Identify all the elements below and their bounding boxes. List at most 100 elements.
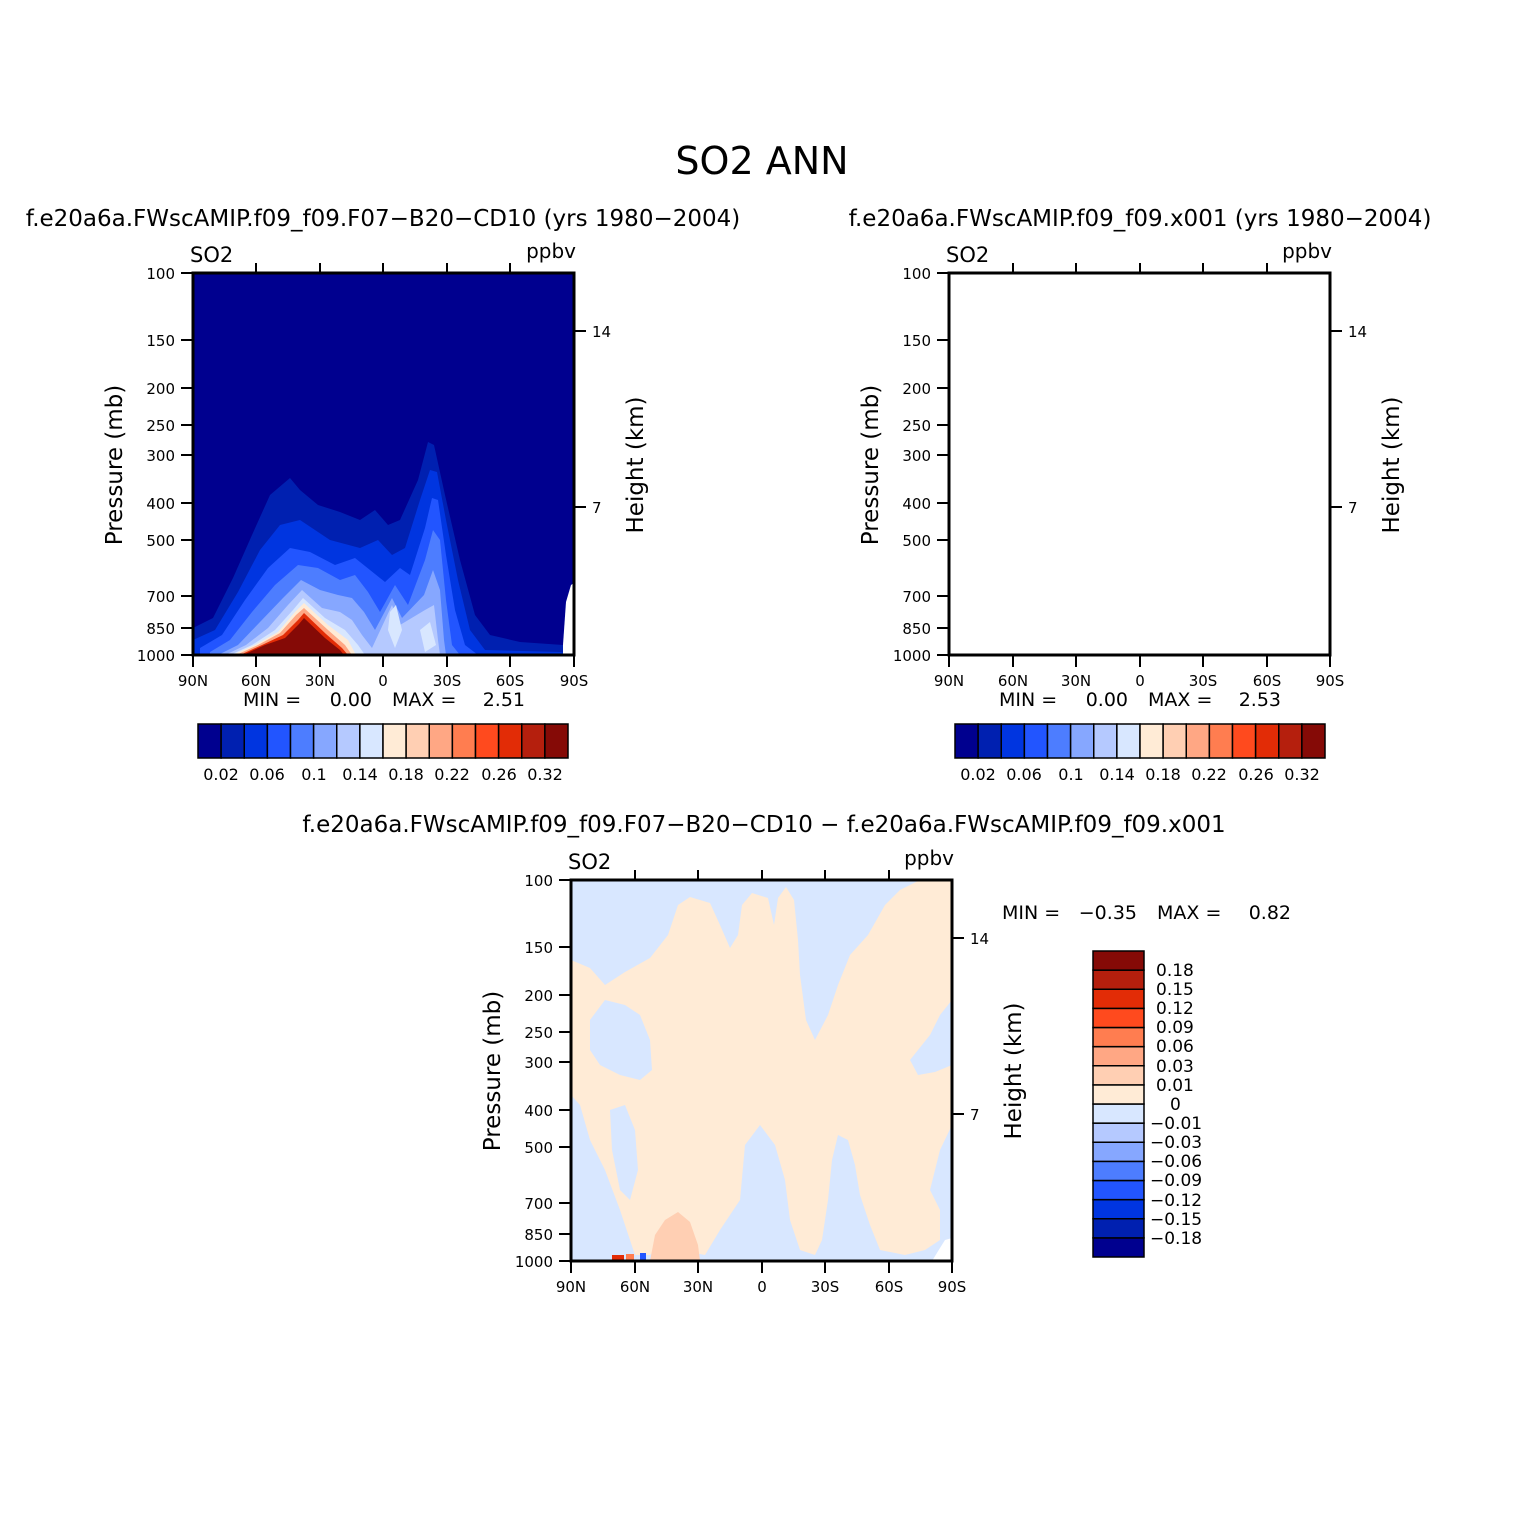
colorbar-label: −0.18: [1150, 1229, 1202, 1249]
stats-line: MIN = −0.35 MAX = 0.82: [1002, 902, 1291, 924]
panel-title: f.e20a6a.FWscAMIP.f09_f09.F07−B20−CD10 −…: [302, 812, 1225, 838]
positive-region: [571, 880, 952, 1255]
y-tick-label: 1000: [893, 647, 931, 665]
y-tick-label: 100: [146, 265, 175, 283]
y-tick-label: 700: [146, 588, 175, 606]
colorbar-swatch: [1092, 1045, 1145, 1067]
colorbar-swatch: [359, 723, 384, 759]
colorbar-labels: 0.18 0.15 0.12 0.09 0.06 0.03 0.01 0 −0.…: [1150, 961, 1202, 1249]
colorbar: [1092, 950, 1145, 1258]
colorbar-swatch: [405, 723, 430, 759]
y2-axis: 14 7: [952, 930, 989, 1124]
colorbar-label: −0.06: [1150, 1152, 1202, 1172]
y-tick-label: 200: [146, 380, 175, 398]
y-axis-ticks: [559, 879, 571, 1262]
colorbar-label: 0.32: [527, 765, 563, 784]
y-tick-label: 700: [524, 1195, 553, 1213]
colorbar-label: 0.26: [481, 765, 517, 784]
positive-blob: [650, 1212, 700, 1261]
x-axis-ticks: [192, 263, 575, 667]
contour-field: [949, 273, 1330, 655]
colorbar-label: 0.26: [1238, 765, 1274, 784]
y-tick-label: 200: [524, 987, 553, 1005]
colorbar-swatch: [1092, 1007, 1145, 1029]
panel-test-case: f.e20a6a.FWscAMIP.f09_f09.F07−B20−CD10 (…: [26, 206, 740, 784]
contour-level-1: [949, 442, 1330, 655]
min-label: MIN =: [1002, 902, 1060, 924]
colorbar-label: −0.01: [1150, 1114, 1202, 1134]
y-tick-label: 400: [524, 1102, 553, 1120]
x-tick-label: 60N: [998, 672, 1028, 690]
colorbar-swatch: [1092, 1237, 1145, 1258]
y2-tick-label: 14: [592, 323, 611, 341]
colorbar-swatch: [1092, 1122, 1145, 1143]
y-tick-label: 100: [902, 265, 931, 283]
contour-level-2: [949, 470, 1330, 655]
max-value: 2.53: [1239, 689, 1281, 711]
contour-level-11: [999, 618, 1100, 655]
colorbar-swatch: [1116, 723, 1141, 759]
panel-title: f.e20a6a.FWscAMIP.f09_f09.F07−B20−CD10 (…: [26, 206, 740, 232]
x-tick-label: 30N: [305, 672, 335, 690]
contour-level-11: [243, 618, 344, 655]
colorbar-swatch: [1092, 1065, 1145, 1086]
stats-line: MIN = 0.00 MAX = 2.51: [243, 689, 525, 711]
contour-level-6: [981, 590, 1196, 655]
colorbar-label: 0.02: [960, 765, 996, 784]
max-value: 2.51: [483, 689, 525, 711]
colorbar-swatch: [1139, 723, 1164, 759]
contour-level-4: [966, 530, 1216, 655]
y-tick-label: 300: [524, 1054, 553, 1072]
y-tick-label: 150: [524, 939, 553, 957]
colorbar-swatch: [1092, 1026, 1145, 1048]
min-label: MIN =: [243, 689, 301, 711]
colorbar-swatch: [1092, 969, 1145, 990]
y-tick-label: 250: [146, 417, 175, 435]
colorbar-label: 0.02: [203, 765, 239, 784]
negative-wedge: [590, 1000, 652, 1080]
y-tick-label: 850: [146, 620, 175, 638]
y-tick-label: 850: [902, 620, 931, 638]
y2-axis: 14 7: [1330, 323, 1367, 517]
colorbar-label: 0.06: [1006, 765, 1042, 784]
y2-tick-label: 7: [1348, 499, 1358, 517]
min-label: MIN =: [999, 689, 1057, 711]
contour-field: [571, 880, 952, 1261]
x-tick-label: 90S: [1316, 672, 1345, 690]
colorbar-label: 0.18: [1145, 765, 1181, 784]
variable-label: SO2: [946, 243, 989, 267]
y-axis-tick-labels: 100 150 200 250 300 400 500 700 850 1000: [515, 872, 553, 1271]
x-tick-label: 60N: [241, 672, 271, 690]
y-tick-label: 200: [902, 380, 931, 398]
colorbar-label: 0.12: [1156, 999, 1194, 1019]
y-tick-label: 150: [902, 332, 931, 350]
background-fill: [949, 273, 1330, 655]
y-tick-label: 400: [146, 495, 175, 513]
colorbar-label: 0.14: [342, 765, 378, 784]
colorbar-label: 0.06: [249, 765, 285, 784]
colorbar-label: 0.06: [1156, 1037, 1194, 1057]
y-tick-label: 250: [524, 1024, 553, 1042]
x-tick-label: 60N: [620, 1278, 650, 1296]
min-value: −0.35: [1079, 902, 1137, 924]
colorbar-swatch: [544, 723, 569, 759]
colorbar-swatch: [428, 723, 454, 759]
y-tick-label: 1000: [137, 647, 175, 665]
y-axis-ticks: [181, 272, 193, 656]
colorbar: [197, 723, 569, 759]
x-tick-label: 90S: [938, 1278, 967, 1296]
x-tick-label: 0: [378, 672, 388, 690]
units-label: ppbv: [1282, 239, 1332, 263]
variable-label: SO2: [190, 243, 233, 267]
colorbar-swatch: [1092, 1218, 1145, 1239]
x-tick-label: 90N: [934, 672, 964, 690]
y2-axis-label: Height (km): [623, 396, 649, 533]
x-axis-tick-labels: 90N 60N 30N 0 30S 60S 90S: [178, 672, 588, 690]
colorbar-swatch: [497, 723, 523, 759]
max-value: 0.82: [1249, 902, 1291, 924]
x-tick-label: 90N: [178, 672, 208, 690]
missing-data-mask: [563, 583, 574, 655]
x-tick-label: 0: [1135, 672, 1145, 690]
max-label: MAX =: [1157, 902, 1221, 924]
colorbar: [954, 723, 1326, 759]
